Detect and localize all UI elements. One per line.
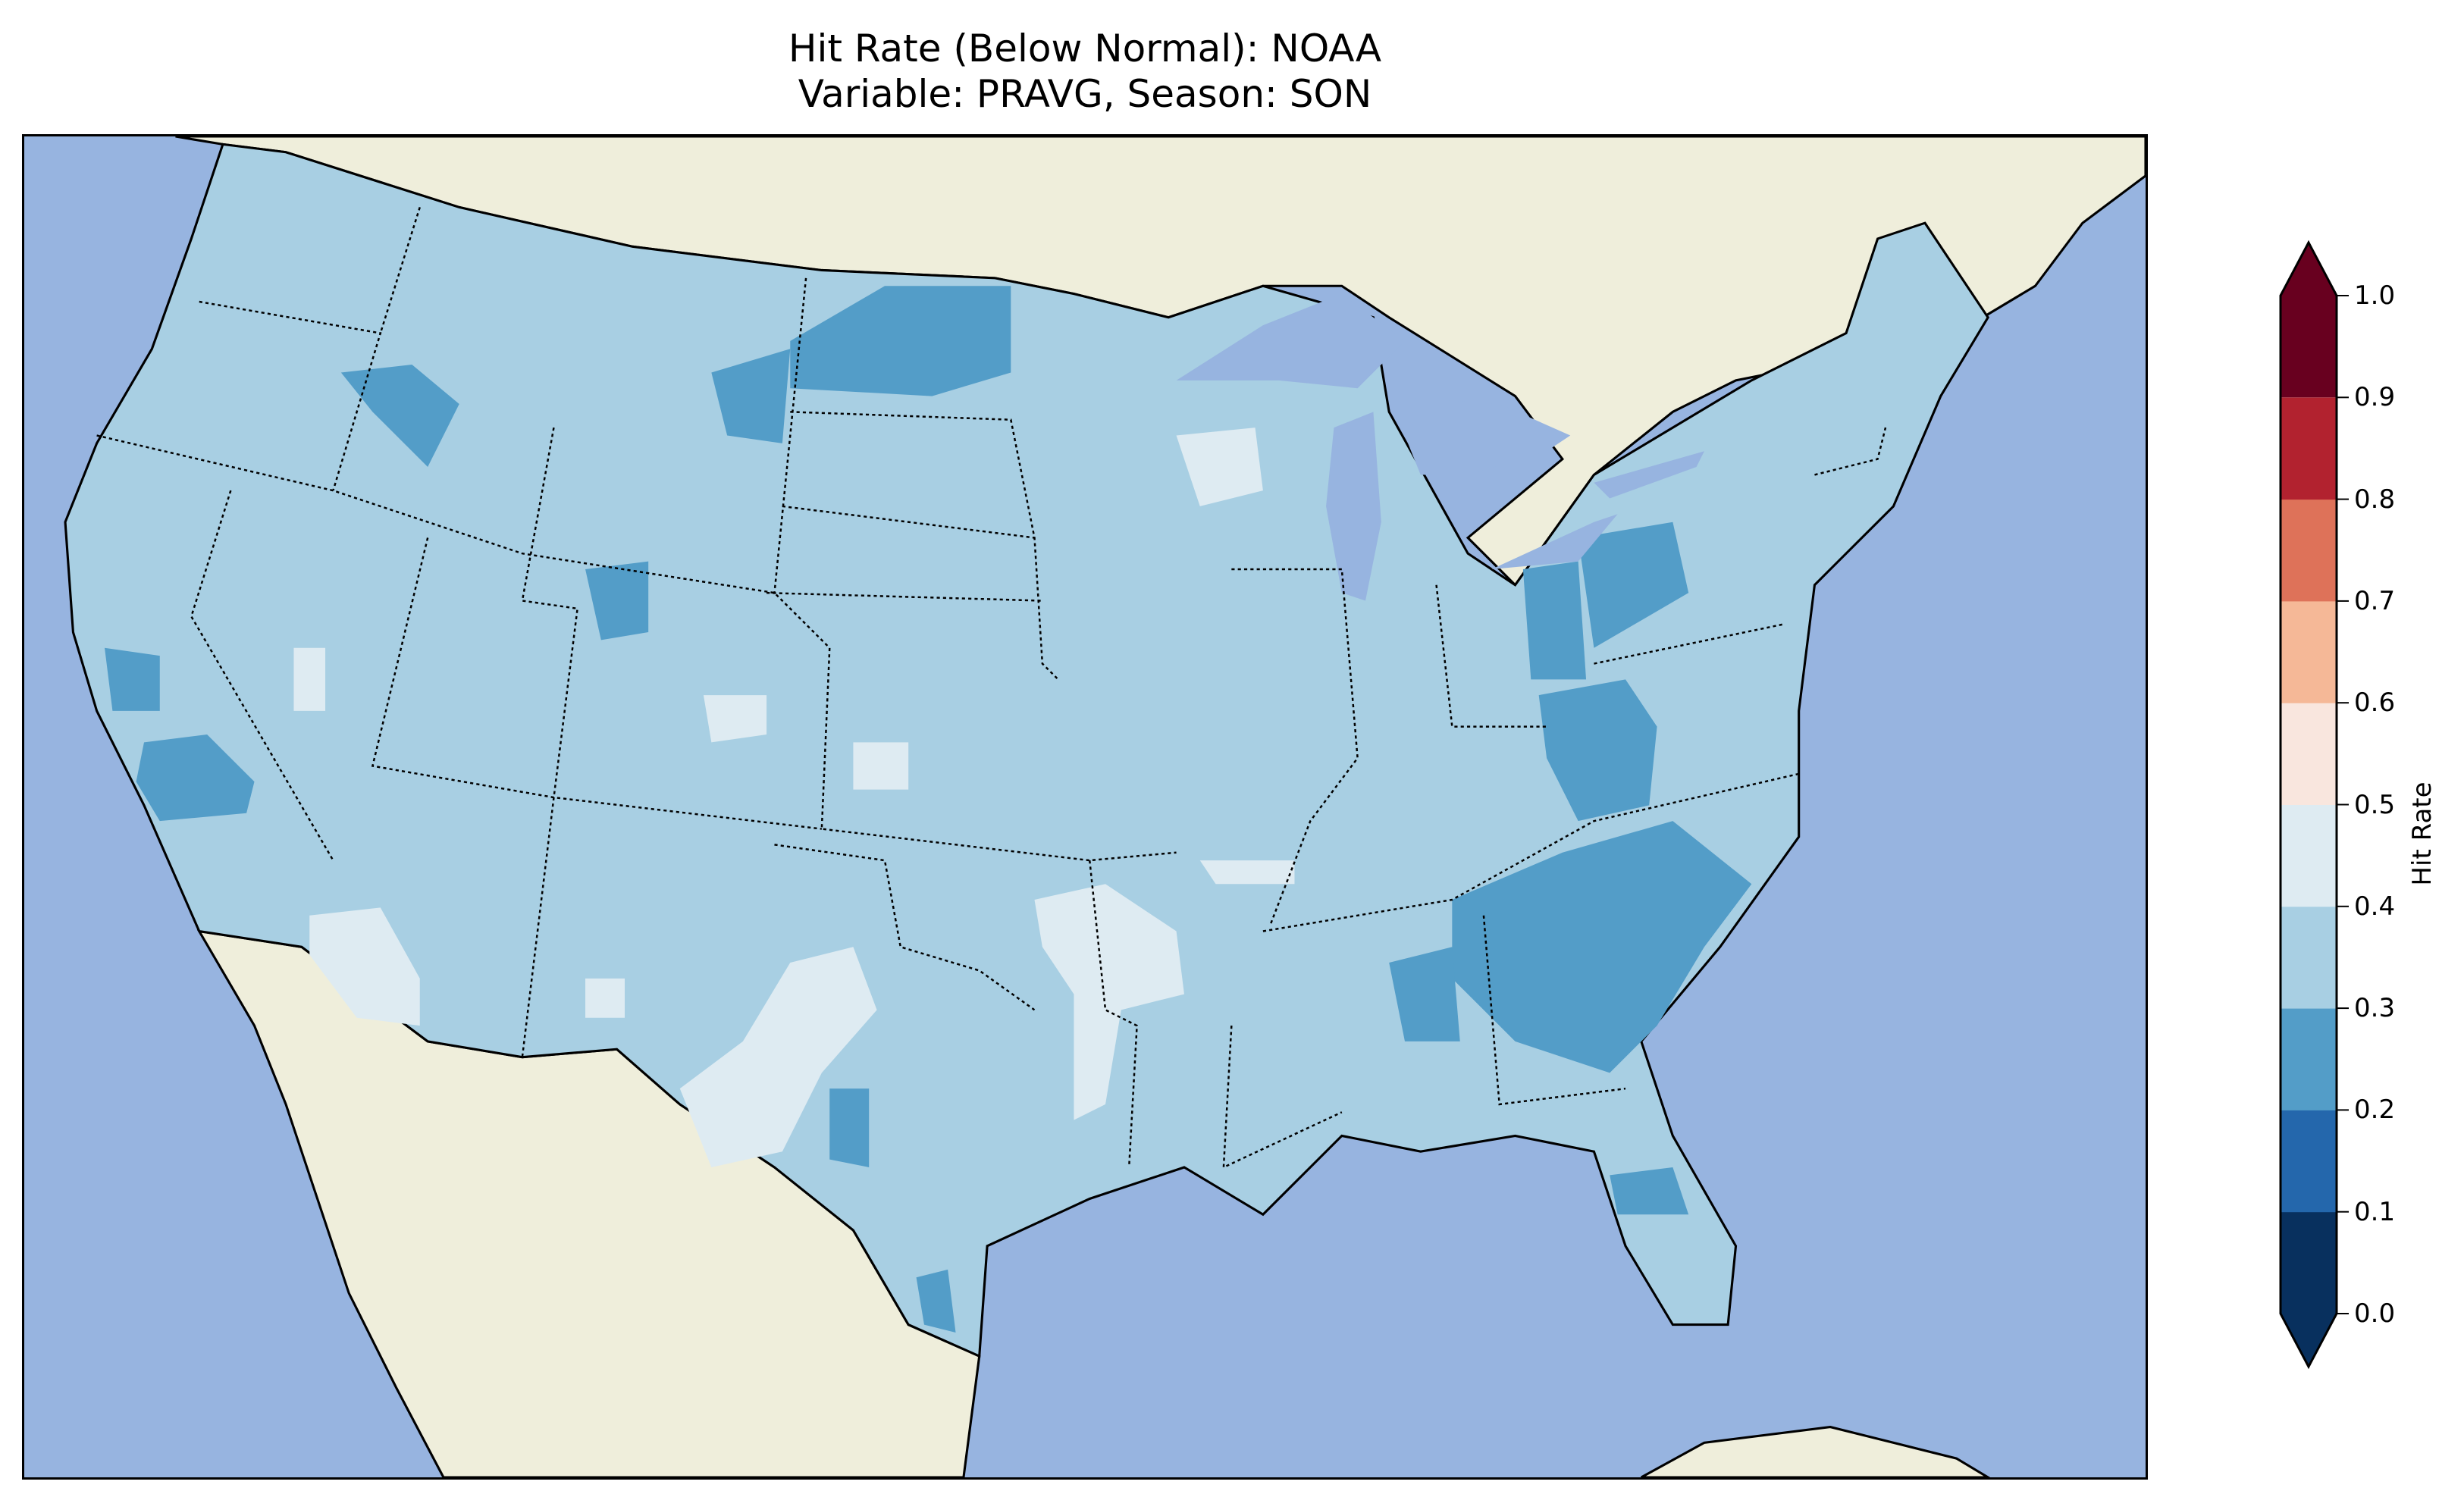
colorbar-segment xyxy=(2281,703,2337,805)
colorbar-tick-label: 0.9 xyxy=(2354,382,2396,413)
great-lakes xyxy=(1176,293,1704,601)
colorbar-segment xyxy=(2281,906,2337,1009)
colorbar-tick-label: 0.1 xyxy=(2354,1196,2396,1227)
colorbar-tick-label: 0.8 xyxy=(2354,484,2396,515)
colorbar-tick-label: 0.2 xyxy=(2354,1095,2396,1126)
colorbar-tick-label: 0.6 xyxy=(2354,687,2396,719)
colorbar-segment xyxy=(2281,499,2337,602)
low-value-patches xyxy=(105,286,1752,1333)
colorbar-tick-label: 0.4 xyxy=(2354,891,2396,922)
colorbar-segment xyxy=(2281,397,2337,500)
colorbar-segment xyxy=(2281,1211,2337,1367)
chart-title: Hit Rate (Below Normal): NOAA xyxy=(788,27,1382,70)
colorbar-segment xyxy=(2281,600,2337,703)
colorbar-segment xyxy=(2281,1110,2337,1213)
colorbar-segment xyxy=(2281,804,2337,907)
map-axes xyxy=(22,134,2148,1480)
colorbar-tick-label: 0.3 xyxy=(2354,993,2396,1024)
chart-subtitle: Variable: PRAVG, Season: SON xyxy=(798,72,1372,116)
colorbar-tick-label: 0.0 xyxy=(2354,1298,2396,1329)
colorbar-tick-label: 0.5 xyxy=(2354,789,2396,820)
colorbar-tick-label: 1.0 xyxy=(2354,280,2396,311)
high-value-patches xyxy=(293,428,1295,1167)
state-borders xyxy=(96,207,1887,1169)
colorbar xyxy=(2279,240,2349,1370)
colorbar-tick-label: 0.7 xyxy=(2354,585,2396,616)
map-svg xyxy=(24,136,2146,1477)
colorbar-segment xyxy=(2281,1008,2337,1110)
colorbar-segment xyxy=(2281,243,2337,398)
colorbar-label: Hit Rate xyxy=(2407,781,2437,886)
